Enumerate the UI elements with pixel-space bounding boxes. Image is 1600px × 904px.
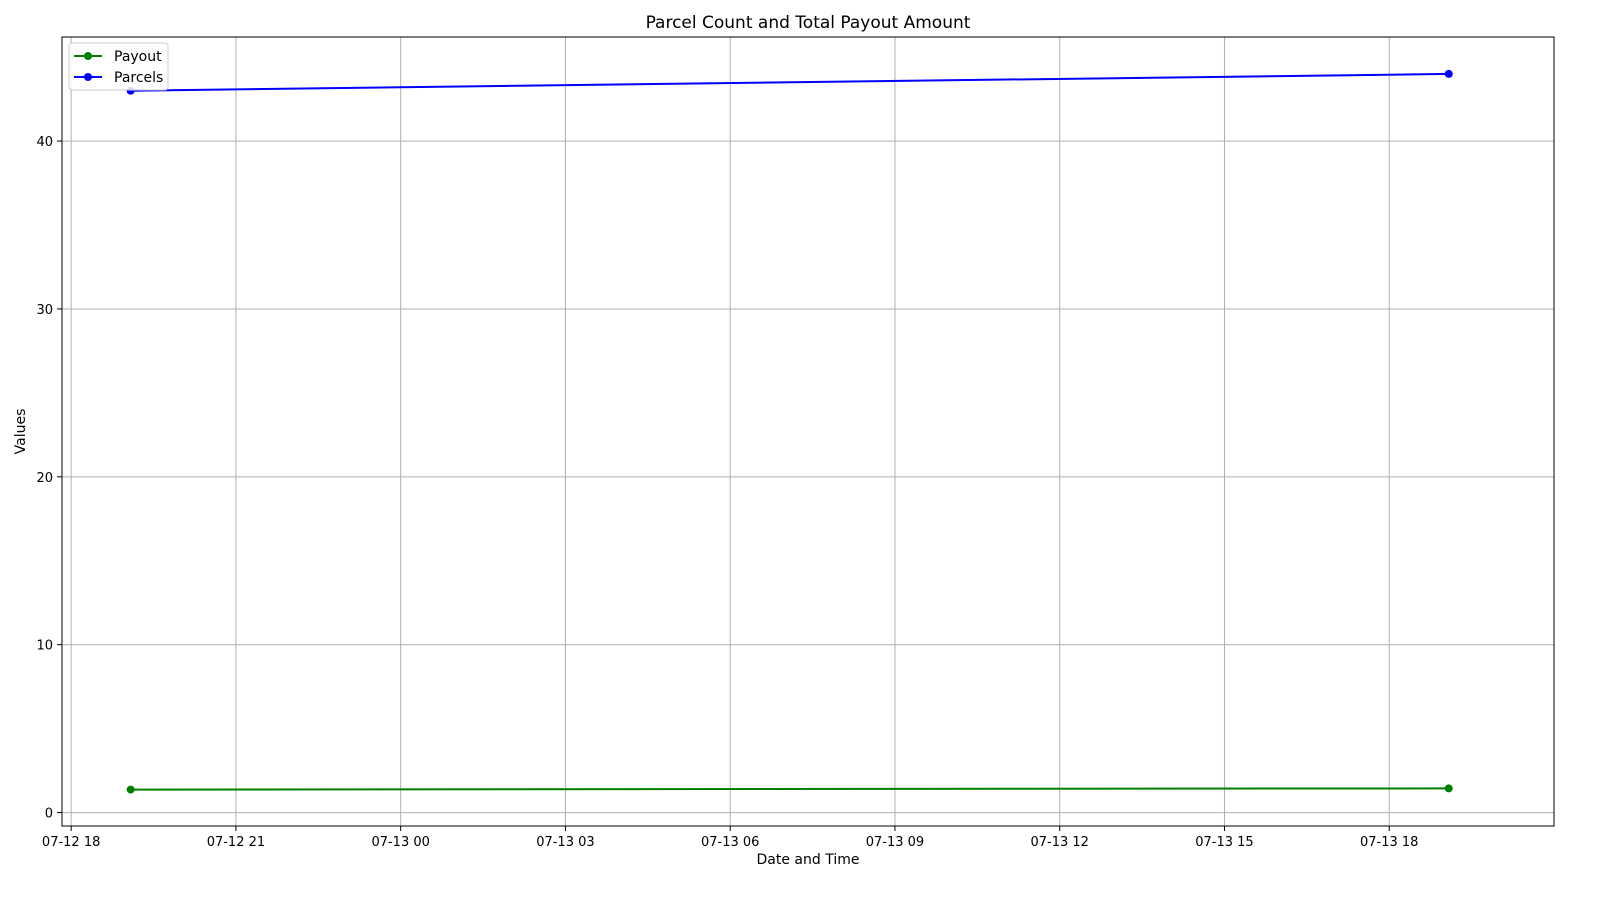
legend-swatch-marker-parcels bbox=[84, 73, 92, 81]
y-tick-label: 0 bbox=[45, 807, 53, 822]
x-tick-label: 07-12 21 bbox=[207, 835, 265, 850]
series-line-parcels bbox=[130, 72, 1449, 92]
y-tick-label: 30 bbox=[36, 303, 53, 318]
data-point-payout bbox=[1444, 784, 1453, 793]
chart-title: Parcel Count and Total Payout Amount bbox=[646, 13, 971, 33]
legend-label-parcels: Parcels bbox=[114, 70, 163, 86]
legend-box bbox=[68, 42, 169, 91]
plot-frame bbox=[61, 36, 1555, 827]
x-tick-label: 07-13 06 bbox=[701, 835, 759, 850]
x-tick-label: 07-13 09 bbox=[866, 835, 924, 850]
x-tick-label: 07-13 00 bbox=[371, 835, 429, 850]
legend-swatch-marker-payout bbox=[84, 52, 92, 60]
y-tick-label: 10 bbox=[36, 639, 53, 654]
y-tick-label: 40 bbox=[36, 135, 53, 150]
series-line-payout bbox=[130, 787, 1449, 791]
data-point-payout bbox=[126, 785, 135, 794]
x-axis-label: Date and Time bbox=[757, 852, 860, 868]
grid-lines bbox=[62, 37, 1554, 826]
x-tick-label: 07-13 12 bbox=[1030, 835, 1088, 850]
legend: Payout Parcels bbox=[68, 42, 169, 91]
legend-label-payout: Payout bbox=[114, 49, 162, 65]
x-tick-label: 07-13 03 bbox=[536, 835, 594, 850]
y-tick-label: 20 bbox=[36, 471, 53, 486]
y-axis-label: Values bbox=[13, 409, 29, 455]
x-tick-label: 07-12 18 bbox=[42, 835, 100, 850]
data-point-parcels bbox=[1444, 69, 1453, 78]
x-tick-label: 07-13 15 bbox=[1195, 835, 1253, 850]
x-tick-label: 07-13 18 bbox=[1360, 835, 1418, 850]
series-layer bbox=[126, 69, 1453, 794]
axis-ticks: 07-12 18 07-12 21 07-13 00 07-13 03 07-13 06… bbox=[36, 135, 1418, 850]
